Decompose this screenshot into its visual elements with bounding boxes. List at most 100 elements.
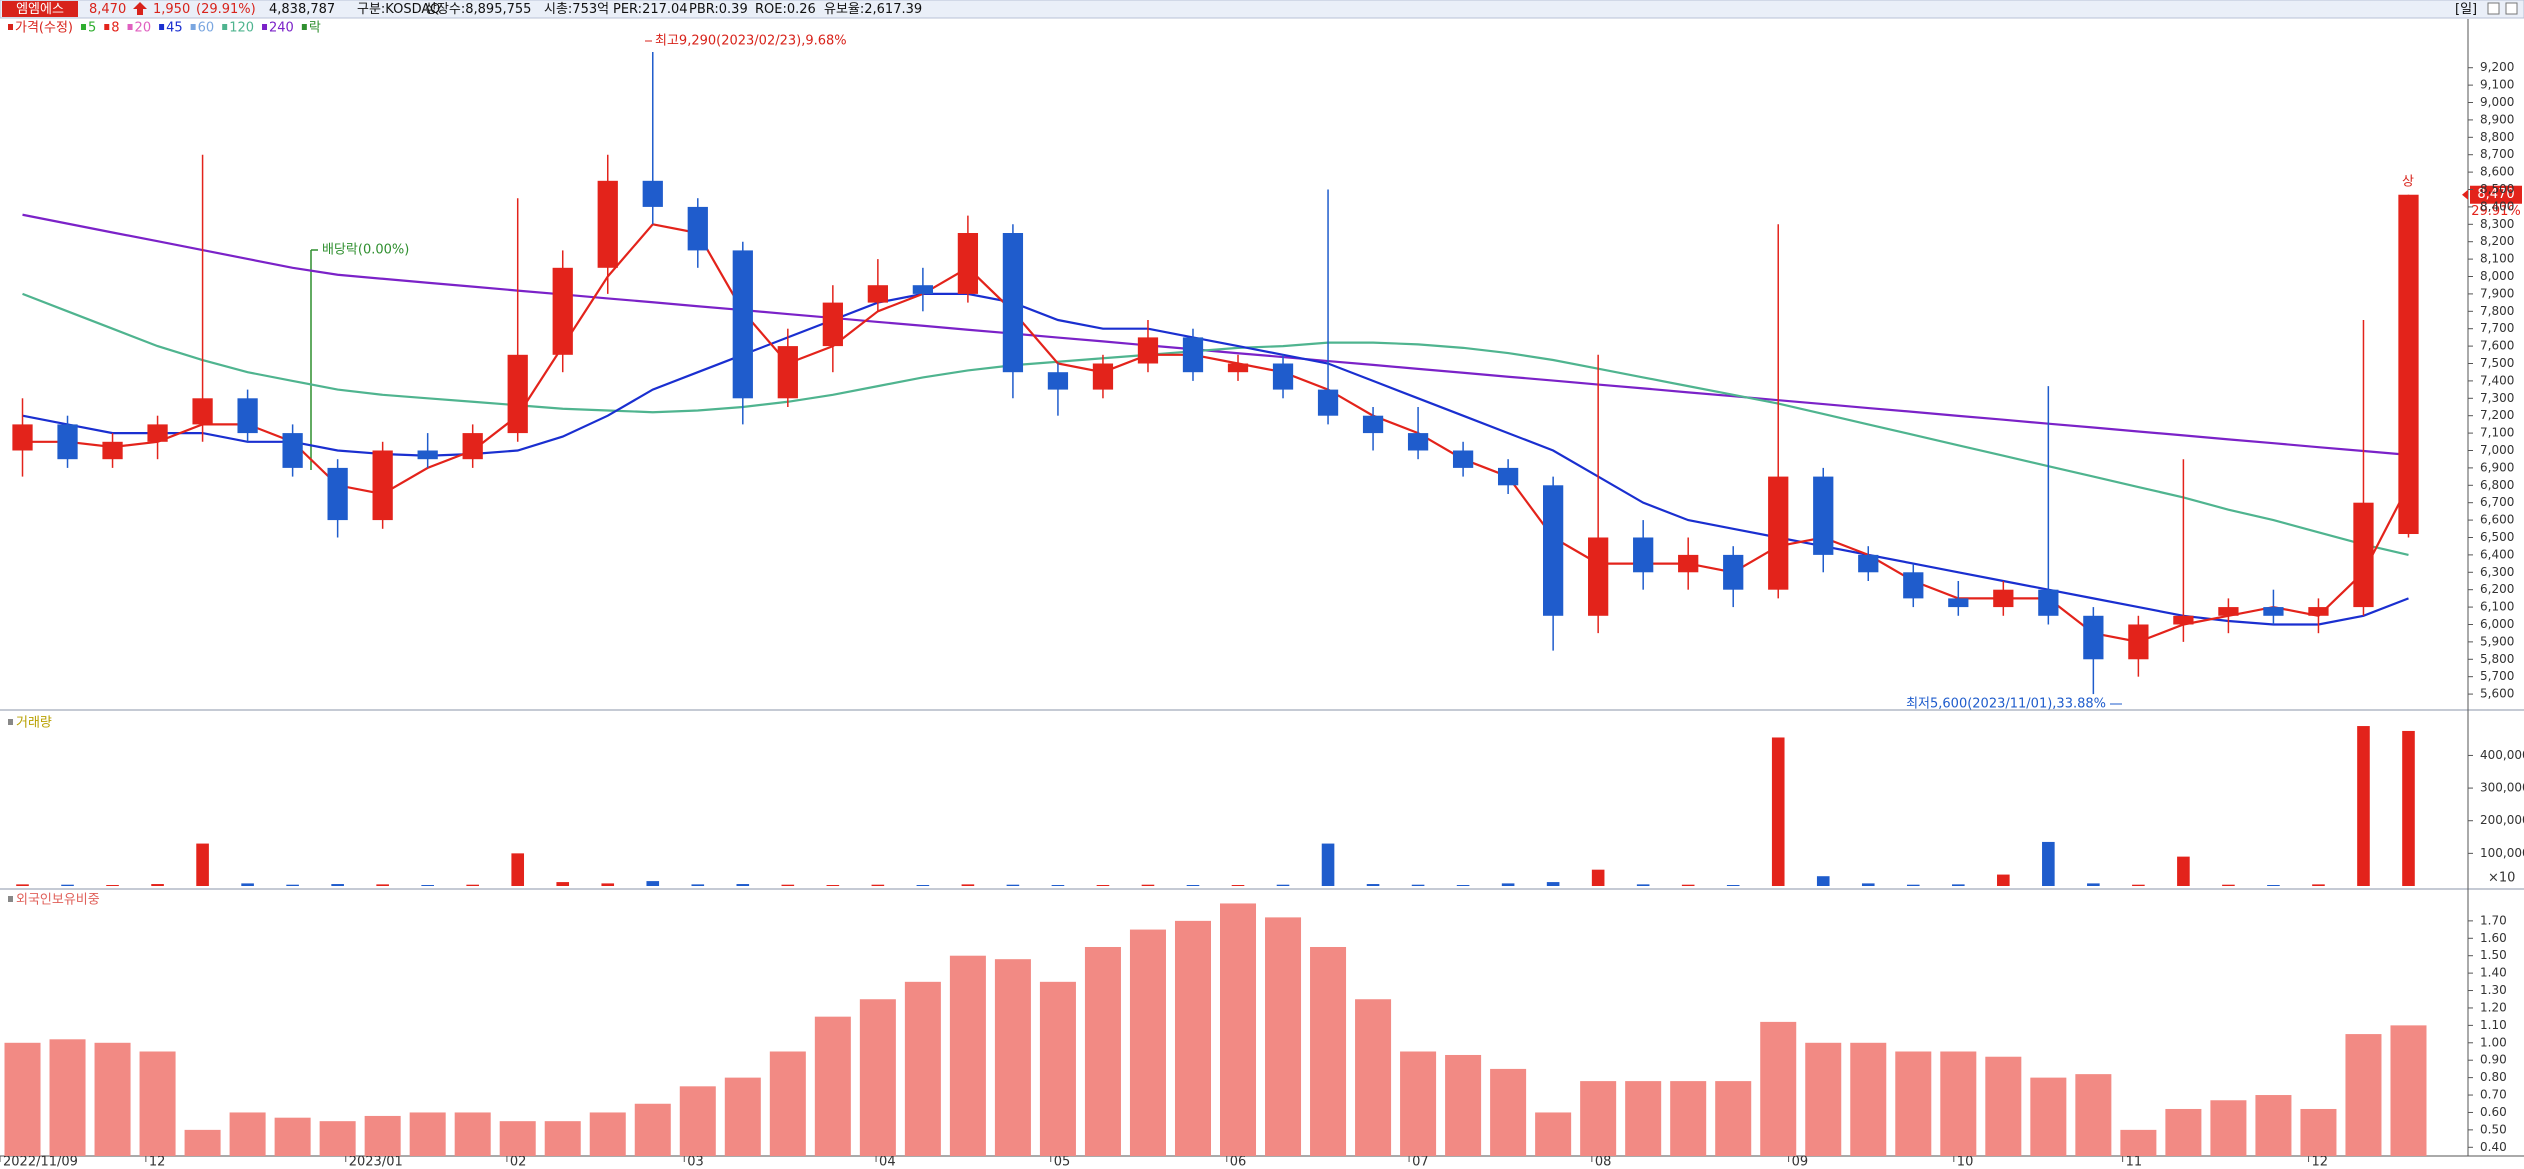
x-tick-label: 12 [149,1155,166,1169]
legend-label: 60 [198,21,215,36]
x-tick-label: 06 [1230,1155,1247,1169]
candle-body [1903,572,1924,599]
x-tick-label: 07 [1412,1155,1429,1169]
candle-body [1362,415,1384,434]
period[interactable]: [일] [2455,2,2477,17]
bar [1895,1051,1932,1156]
bar [409,1112,446,1156]
y-tick-label: 100,000 [2480,846,2524,860]
legend-swatch [190,24,196,30]
bar [1411,884,1425,886]
bar [364,1115,401,1156]
window-button[interactable] [2487,2,2500,15]
y-tick-label: 0.50 [2480,1122,2507,1136]
bar [376,884,389,886]
bar [1186,885,1200,886]
candle-body [57,424,78,460]
bar [196,843,209,886]
y-tick-label: 8,600 [2480,165,2514,179]
y-tick-label: 1.50 [2480,948,2507,962]
unit-label: ×10 [2488,871,2515,886]
candle-body [372,450,393,521]
bar [331,884,344,886]
y-tick-label: 6,500 [2480,530,2514,544]
y-tick-label: 6,000 [2480,617,2514,631]
bar [1952,884,1965,886]
legend-label: 20 [135,21,152,36]
candle-body [1227,363,1249,373]
bar [421,885,434,886]
price-marker: 8,470 29.91% [2462,185,2522,219]
y-tick-label: 6,100 [2480,600,2514,614]
y-tick-label: 6,700 [2480,495,2514,509]
bar [556,882,570,886]
bar [1625,1081,1662,1156]
bar [1771,737,1785,886]
bar [949,955,986,1156]
bar [2255,1095,2292,1156]
bar [691,884,705,886]
y-tick-label: 6,400 [2480,547,2514,561]
legend-label: 240 [269,21,294,36]
candle-body [2308,607,2329,616]
candle-body [2038,589,2059,616]
bar [499,1121,536,1156]
candle-body [957,233,979,294]
x-tick-label: 03 [687,1155,704,1169]
panel-icon [8,719,13,725]
y-tick-label: 200,000 [2480,813,2524,827]
ma-line [22,223,2410,644]
bar [724,1077,761,1156]
candle-body [2398,194,2419,535]
y-tick-label: 8,000 [2480,269,2514,283]
window-button[interactable] [2505,2,2518,15]
bar [1400,1051,1437,1156]
legend-label: 5 [88,21,96,36]
y-tick-label: 400,000 [2480,748,2524,762]
y-tick-label: 7,600 [2480,339,2514,353]
bar [769,1051,806,1156]
y-tick-label: 7,300 [2480,391,2514,405]
marker-box [2470,185,2522,204]
bar [916,885,930,886]
x-tick-label: 02 [510,1155,527,1169]
y-tick-label: 7,900 [2480,286,2514,300]
candle-body [867,285,888,303]
bar [1816,876,1830,886]
y-tick-label: 7,500 [2480,356,2514,370]
bar [1129,929,1166,1156]
candle-body [237,398,258,434]
name-box [2,1,78,17]
bar [1715,1081,1752,1156]
change: 1,950 [153,2,190,17]
bar [61,884,74,886]
x-tick-label: 2023/01 [349,1155,403,1169]
bar [1366,884,1380,886]
bar [1084,946,1121,1156]
bar [1997,874,2010,886]
y-tick-label: 8,400 [2480,199,2514,213]
bar [139,1051,176,1156]
candle-body [1633,537,1654,573]
bar [1096,885,1110,886]
annotation: 최고9,290(2023/02/23),9.68% [655,34,847,49]
bar [1174,920,1211,1156]
legend-swatch [301,24,307,30]
bar [679,1086,716,1156]
y-tick-label: 1.40 [2480,966,2507,980]
y-tick-label: 7,000 [2480,443,2514,457]
y-tick-label: 6,900 [2480,460,2514,474]
candle-body [1137,337,1159,364]
bar [826,885,840,886]
bar [229,1112,266,1156]
bar [1456,885,1470,886]
field: 시총:753억 [544,2,609,17]
bar [4,1042,41,1156]
panel-icon [8,896,13,902]
candle-body [1768,476,1789,590]
bar [544,1121,581,1156]
bar [1039,981,1076,1156]
bar [2075,1074,2112,1156]
bar [454,1112,491,1156]
